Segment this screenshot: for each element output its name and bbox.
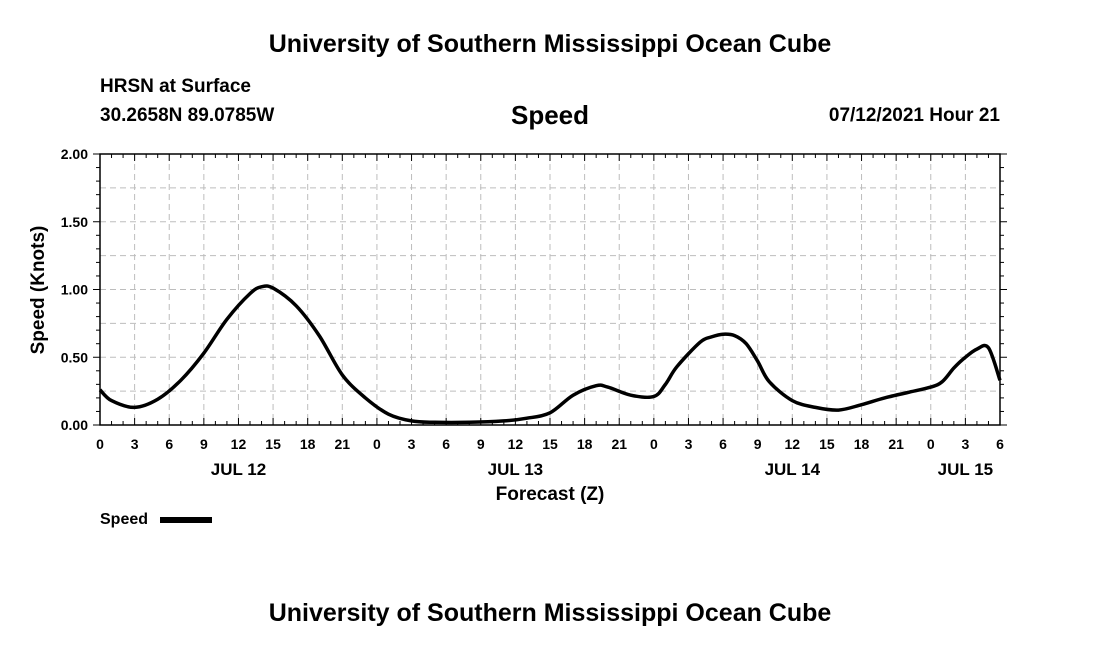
y-tick-label: 1.00 xyxy=(61,282,88,298)
x-tick-labels: 0 3 6 9 12 15 18 21 0 3 6 9 12 15 18 21 0 3 6 9 12 15 18 21 0 3 6 xyxy=(96,436,1004,452)
x-tick-label: 9 xyxy=(477,436,485,452)
x-tick-label: 12 xyxy=(231,436,247,452)
station-label: HRSN at Surface xyxy=(100,76,251,97)
x-tick-label: 6 xyxy=(165,436,173,452)
y-tick-label: 0.00 xyxy=(61,417,88,433)
x-tick-label: 21 xyxy=(611,436,627,452)
axis-ticks xyxy=(93,153,1007,426)
footer-title: University of Southern Mississippi Ocean… xyxy=(268,599,832,627)
date-label: JUL 15 xyxy=(938,460,993,479)
x-axis-label: Forecast (Z) xyxy=(496,484,605,505)
x-tick-label: 18 xyxy=(854,436,870,452)
coordinates-label: 30.2658N 89.0785W xyxy=(100,105,275,126)
x-tick-label: 3 xyxy=(961,436,969,452)
date-label: JUL 13 xyxy=(488,460,543,479)
x-tick-label: 18 xyxy=(300,436,316,452)
date-label: JUL 14 xyxy=(765,460,821,479)
x-tick-label: 15 xyxy=(542,436,558,452)
x-tick-label: 0 xyxy=(96,436,104,452)
x-tick-label: 3 xyxy=(685,436,693,452)
x-tick-label: 3 xyxy=(408,436,416,452)
x-tick-label: 15 xyxy=(265,436,281,452)
x-tick-label: 12 xyxy=(508,436,524,452)
x-tick-label: 18 xyxy=(577,436,593,452)
x-tick-label: 0 xyxy=(927,436,935,452)
date-labels: JUL 12 JUL 13 JUL 14 JUL 15 xyxy=(211,460,993,479)
x-tick-label: 6 xyxy=(442,436,450,452)
chart-title: Speed xyxy=(510,100,590,130)
x-tick-label: 3 xyxy=(131,436,139,452)
y-tick-label: 1.50 xyxy=(61,214,88,230)
x-tick-label: 21 xyxy=(888,436,904,452)
speed-series-line xyxy=(98,284,1002,425)
date-label: JUL 12 xyxy=(211,460,266,479)
x-tick-label: 15 xyxy=(819,436,835,452)
y-tick-label: 0.50 xyxy=(61,349,88,365)
x-tick-label: 21 xyxy=(335,436,351,452)
x-tick-label: 6 xyxy=(996,436,1004,452)
legend-label: Speed xyxy=(100,511,148,528)
x-tick-label: 0 xyxy=(650,436,658,452)
x-tick-label: 9 xyxy=(754,436,762,452)
valid-time-label: 07/12/2021 Hour 21 xyxy=(828,105,1000,126)
chart-gridlines xyxy=(100,154,1000,425)
x-tick-label: 12 xyxy=(785,436,801,452)
y-axis-label: Speed (Knots) xyxy=(28,226,49,355)
y-tick-label: 2.00 xyxy=(61,146,88,162)
page-title: University of Southern Mississippi Ocean… xyxy=(268,30,832,58)
y-tick-labels: 0.00 0.50 1.00 1.50 2.00 xyxy=(61,146,88,433)
x-tick-label: 6 xyxy=(719,436,727,452)
x-tick-label: 9 xyxy=(200,436,208,452)
x-tick-label: 0 xyxy=(373,436,381,452)
